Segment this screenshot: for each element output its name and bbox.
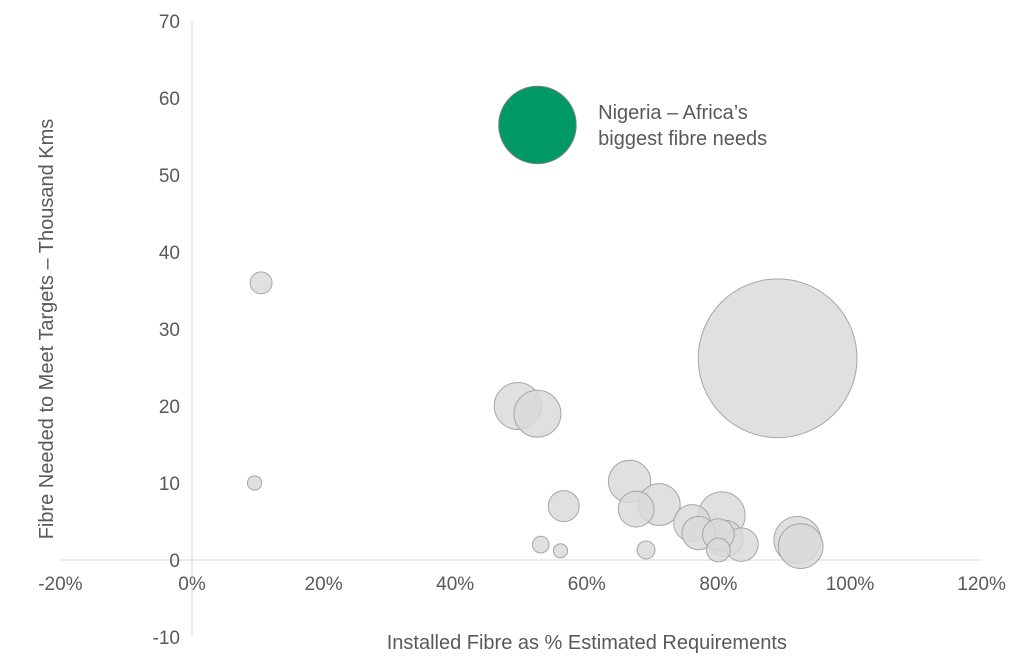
y-tick-label: 30 [159, 320, 180, 341]
bubble-point [547, 490, 580, 523]
y-tick-label: 70 [159, 12, 180, 33]
y-tick-label: 50 [159, 166, 180, 187]
bubble-point [697, 278, 858, 439]
x-tick-label: 80% [699, 574, 737, 595]
x-tick-labels: -20% 0% 20% 40% 60% 80% 100% 120% [38, 574, 1006, 595]
x-axis-title: Installed Fibre as % Estimated Requireme… [387, 632, 787, 654]
x-tick-label: 120% [957, 574, 1006, 595]
x-tick-label: 0% [178, 574, 206, 595]
bubble-point [246, 475, 263, 491]
y-tick-labels: -10 0 10 20 30 40 50 60 70 [153, 12, 180, 649]
bubble-point [249, 271, 273, 295]
annotation-line-1: Nigeria – Africa’s [598, 102, 748, 124]
x-tick-label: -20% [38, 574, 82, 595]
annotation-line-2: biggest fibre needs [598, 128, 767, 150]
x-tick-label: 40% [436, 574, 474, 595]
bubble-point [552, 543, 569, 559]
bubble-point [617, 490, 655, 528]
bubble-point [513, 389, 562, 438]
bubble-point [531, 535, 550, 554]
bubble-point [706, 537, 731, 563]
x-tick-label: 100% [826, 574, 875, 595]
y-tick-label: 10 [159, 474, 180, 495]
y-tick-label: 40 [159, 243, 180, 264]
x-tick-label: 60% [568, 574, 606, 595]
y-tick-label: 60 [159, 89, 180, 110]
y-tick-label: 0 [169, 551, 180, 572]
y-tick-label: 20 [159, 397, 180, 418]
x-tick-label: 20% [305, 574, 343, 595]
axes [60, 21, 982, 637]
bubble-point [777, 523, 824, 570]
y-axis-title: Fibre Needed to Meet Targets – Thousand … [36, 119, 58, 540]
nigeria-highlight: Nigeria – Africa’s biggest fibre needs [498, 85, 767, 165]
bubble-point [636, 540, 656, 560]
bubble-series [246, 271, 858, 570]
y-tick-label: -10 [153, 628, 180, 649]
nigeria-bubble [498, 85, 577, 165]
